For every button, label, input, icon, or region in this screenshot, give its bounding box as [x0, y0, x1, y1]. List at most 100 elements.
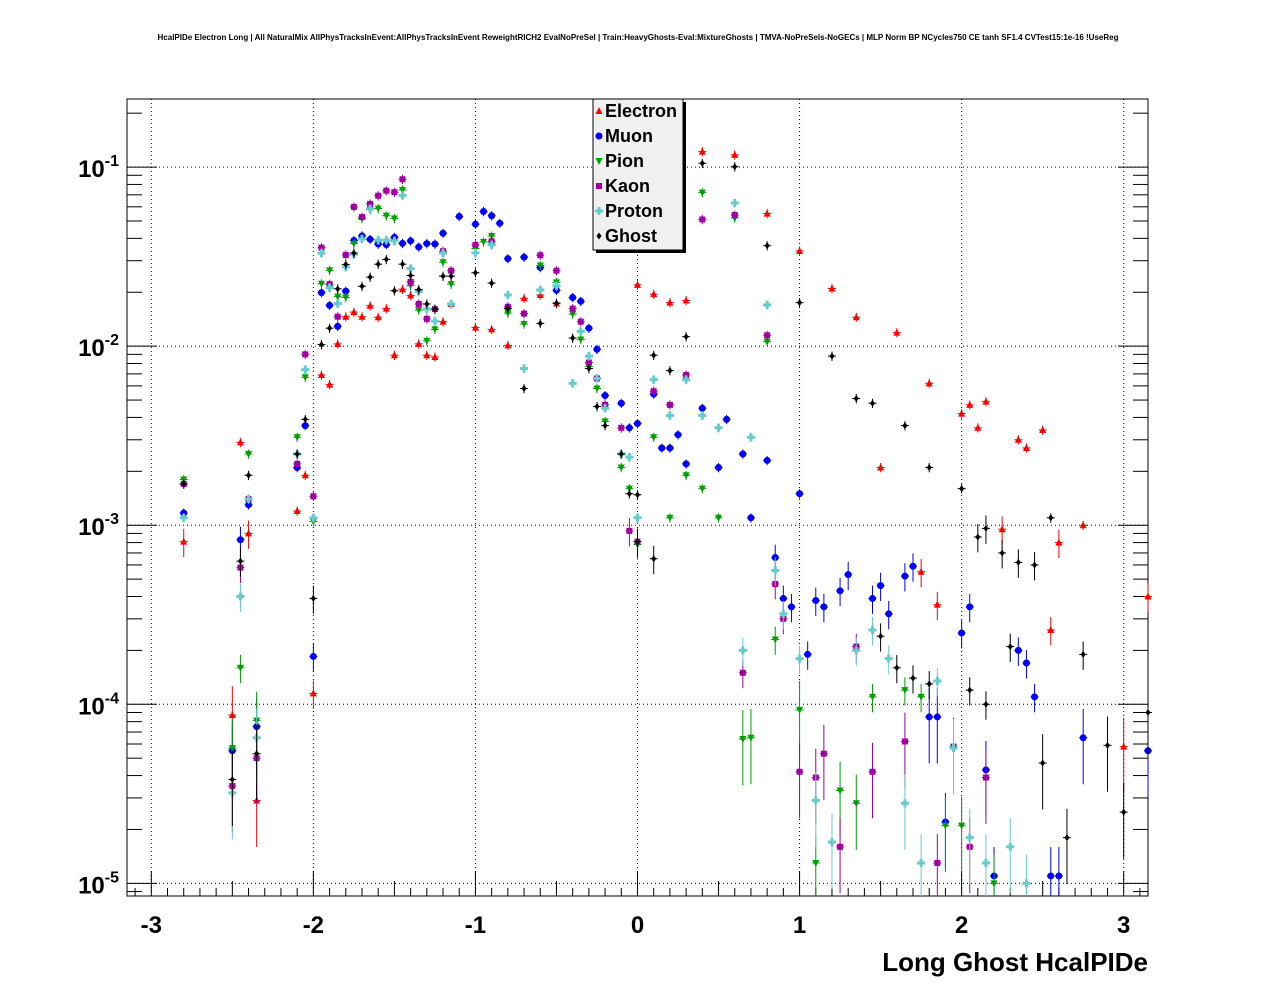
- data-point: [236, 592, 245, 601]
- legend-entry-pion: Pion: [595, 151, 644, 171]
- data-point: [302, 415, 308, 423]
- data-point: [763, 338, 771, 346]
- data-point: [390, 215, 398, 223]
- data-point: [925, 713, 933, 721]
- data-point: [326, 301, 334, 309]
- data-point: [917, 567, 925, 575]
- data-point: [893, 328, 901, 336]
- data-point: [301, 471, 309, 479]
- data-point: [488, 325, 496, 333]
- data-point: [586, 365, 592, 373]
- data-point: [1047, 625, 1055, 633]
- data-point: [301, 422, 309, 430]
- data-point: [811, 796, 820, 805]
- data-point: [827, 838, 836, 847]
- data-point: [885, 610, 893, 618]
- data-point: [1047, 872, 1055, 880]
- data-point: [1055, 538, 1063, 546]
- y-tick-label: 10-1: [78, 153, 119, 183]
- data-point: [448, 267, 455, 274]
- legend-label: Pion: [605, 151, 644, 171]
- data-point: [415, 339, 423, 347]
- data-point: [625, 424, 633, 432]
- data-point: [351, 249, 357, 257]
- series-muon: [179, 206, 1152, 896]
- legend-label: Ghost: [605, 226, 657, 246]
- data-point: [732, 163, 738, 171]
- x-tick-label: -3: [141, 912, 162, 939]
- data-point: [423, 240, 431, 248]
- x-axis-title: Long Ghost HcalPIDe: [882, 947, 1148, 977]
- data-point: [496, 219, 504, 227]
- data-point: [416, 286, 422, 294]
- legend-marker: [596, 183, 602, 189]
- data-point: [917, 693, 925, 701]
- data-point: [374, 205, 382, 213]
- data-point: [408, 272, 414, 280]
- data-point: [812, 859, 820, 867]
- data-point: [342, 294, 350, 302]
- data-point: [504, 341, 512, 349]
- data-point: [325, 283, 334, 292]
- data-point: [925, 379, 933, 387]
- data-point: [934, 859, 941, 866]
- data-point: [699, 159, 705, 167]
- data-point: [601, 392, 609, 400]
- data-point: [569, 293, 577, 301]
- data-point: [901, 687, 909, 695]
- data-point: [424, 300, 430, 308]
- data-point: [179, 513, 188, 522]
- data-point: [585, 359, 592, 366]
- data-point: [488, 212, 496, 220]
- data-point: [302, 351, 309, 358]
- data-point: [868, 594, 876, 602]
- data-point: [868, 625, 877, 634]
- data-point: [836, 787, 844, 795]
- data-point: [771, 566, 780, 575]
- data-point: [901, 738, 908, 745]
- data-point: [521, 385, 527, 393]
- data-point: [568, 379, 577, 388]
- data-point: [683, 333, 689, 341]
- data-point: [505, 305, 511, 313]
- data-point: [391, 287, 397, 295]
- data-point: [537, 252, 544, 259]
- data-point: [1079, 734, 1087, 742]
- data-point: [852, 646, 861, 655]
- data-point: [301, 374, 309, 382]
- data-point: [399, 176, 406, 183]
- data-point: [487, 240, 496, 249]
- data-point: [926, 464, 932, 472]
- data-point: [359, 282, 365, 290]
- series-kaon: [179, 174, 990, 896]
- data-point: [958, 822, 966, 830]
- data-point: [472, 241, 479, 248]
- data-point: [447, 299, 456, 308]
- data-points: [179, 147, 1152, 896]
- data-point: [900, 799, 909, 808]
- data-point: [634, 280, 641, 288]
- data-point: [439, 229, 447, 237]
- data-point: [1014, 435, 1022, 443]
- data-point: [909, 562, 917, 570]
- data-point: [366, 204, 375, 213]
- data-point: [967, 686, 973, 694]
- data-point: [423, 337, 431, 345]
- legend-label: Proton: [605, 201, 663, 221]
- x-tick-label: 0: [631, 912, 644, 939]
- data-point: [764, 242, 770, 250]
- data-point: [731, 150, 739, 158]
- data-point: [651, 555, 657, 563]
- data-point: [698, 411, 707, 420]
- data-point: [1120, 742, 1128, 750]
- legend-label: Muon: [605, 126, 653, 146]
- data-point: [877, 582, 885, 590]
- data-point: [375, 260, 381, 268]
- data-point: [593, 385, 601, 393]
- data-point: [715, 514, 723, 522]
- data-point: [399, 239, 407, 247]
- data-point: [617, 464, 625, 472]
- data-point: [836, 587, 844, 595]
- data-point: [472, 269, 478, 277]
- legend: Electron Muon Pion Kaon Proton Ghost: [592, 98, 686, 253]
